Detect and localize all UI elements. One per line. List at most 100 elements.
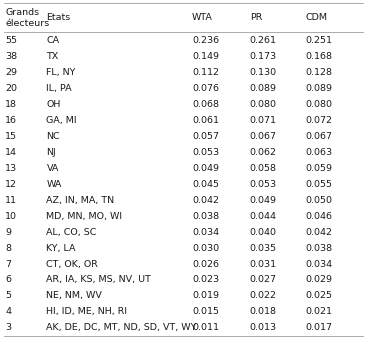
Text: CA: CA xyxy=(47,36,59,45)
Text: GA, MI: GA, MI xyxy=(47,116,77,125)
Text: AZ, IN, MA, TN: AZ, IN, MA, TN xyxy=(47,195,115,205)
Text: 0.080: 0.080 xyxy=(305,100,333,109)
Text: IL, PA: IL, PA xyxy=(47,84,72,93)
Text: 0.076: 0.076 xyxy=(192,84,219,93)
Text: NC: NC xyxy=(47,132,60,141)
Text: VA: VA xyxy=(47,164,59,173)
Text: 0.053: 0.053 xyxy=(192,148,219,157)
Text: 0.080: 0.080 xyxy=(250,100,277,109)
Text: 0.089: 0.089 xyxy=(250,84,277,93)
Text: Grands
électeurs: Grands électeurs xyxy=(5,8,50,28)
Text: HI, ID, ME, NH, RI: HI, ID, ME, NH, RI xyxy=(47,307,128,317)
Text: 0.168: 0.168 xyxy=(305,52,333,61)
Text: 15: 15 xyxy=(5,132,17,141)
Text: 0.026: 0.026 xyxy=(192,259,219,269)
Text: 0.013: 0.013 xyxy=(250,323,277,333)
Text: 0.067: 0.067 xyxy=(250,132,277,141)
Text: 0.040: 0.040 xyxy=(250,227,277,237)
Text: CDM: CDM xyxy=(305,13,327,22)
Text: 0.031: 0.031 xyxy=(250,259,277,269)
Text: 0.050: 0.050 xyxy=(305,195,333,205)
Text: 0.038: 0.038 xyxy=(192,211,219,221)
Text: AL, CO, SC: AL, CO, SC xyxy=(47,227,97,237)
Text: 0.057: 0.057 xyxy=(192,132,219,141)
Text: 12: 12 xyxy=(5,180,17,189)
Text: 0.015: 0.015 xyxy=(192,307,219,317)
Text: 3: 3 xyxy=(5,323,11,333)
Text: 0.062: 0.062 xyxy=(250,148,277,157)
Text: 6: 6 xyxy=(5,275,11,285)
Text: 0.049: 0.049 xyxy=(250,195,277,205)
Text: 0.068: 0.068 xyxy=(192,100,219,109)
Text: 13: 13 xyxy=(5,164,17,173)
Text: 0.130: 0.130 xyxy=(250,68,277,77)
Text: 18: 18 xyxy=(5,100,17,109)
Text: NE, NM, WV: NE, NM, WV xyxy=(47,291,102,301)
Text: 0.128: 0.128 xyxy=(305,68,333,77)
Text: 7: 7 xyxy=(5,259,11,269)
Text: 0.025: 0.025 xyxy=(305,291,333,301)
Text: 0.058: 0.058 xyxy=(250,164,277,173)
Text: 9: 9 xyxy=(5,227,11,237)
Text: 0.045: 0.045 xyxy=(192,180,219,189)
Text: 0.022: 0.022 xyxy=(250,291,277,301)
Text: 0.089: 0.089 xyxy=(305,84,333,93)
Text: FL, NY: FL, NY xyxy=(47,68,76,77)
Text: 0.011: 0.011 xyxy=(192,323,219,333)
Text: KY, LA: KY, LA xyxy=(47,243,76,253)
Text: 0.049: 0.049 xyxy=(192,164,219,173)
Text: NJ: NJ xyxy=(47,148,56,157)
Text: 0.023: 0.023 xyxy=(192,275,219,285)
Text: 38: 38 xyxy=(5,52,17,61)
Text: 55: 55 xyxy=(5,36,17,45)
Text: 0.055: 0.055 xyxy=(305,180,333,189)
Text: TX: TX xyxy=(47,52,59,61)
Text: 0.061: 0.061 xyxy=(192,116,219,125)
Text: 0.149: 0.149 xyxy=(192,52,219,61)
Text: 0.042: 0.042 xyxy=(305,227,333,237)
Text: 0.261: 0.261 xyxy=(250,36,277,45)
Text: 0.038: 0.038 xyxy=(305,243,333,253)
Text: 11: 11 xyxy=(5,195,17,205)
Text: 0.067: 0.067 xyxy=(305,132,333,141)
Text: 0.063: 0.063 xyxy=(305,148,333,157)
Text: 0.035: 0.035 xyxy=(250,243,277,253)
Text: 0.173: 0.173 xyxy=(250,52,277,61)
Text: 0.018: 0.018 xyxy=(250,307,277,317)
Text: 14: 14 xyxy=(5,148,17,157)
Text: MD, MN, MO, WI: MD, MN, MO, WI xyxy=(47,211,123,221)
Text: 0.053: 0.053 xyxy=(250,180,277,189)
Text: 0.027: 0.027 xyxy=(250,275,277,285)
Text: 4: 4 xyxy=(5,307,11,317)
Text: 0.017: 0.017 xyxy=(305,323,333,333)
Text: WTA: WTA xyxy=(192,13,213,22)
Text: 5: 5 xyxy=(5,291,11,301)
Text: 29: 29 xyxy=(5,68,17,77)
Text: 0.034: 0.034 xyxy=(192,227,219,237)
Text: 0.251: 0.251 xyxy=(305,36,333,45)
Text: 0.046: 0.046 xyxy=(305,211,333,221)
Text: 0.112: 0.112 xyxy=(192,68,219,77)
Text: OH: OH xyxy=(47,100,61,109)
Text: AR, IA, KS, MS, NV, UT: AR, IA, KS, MS, NV, UT xyxy=(47,275,151,285)
Text: 0.236: 0.236 xyxy=(192,36,219,45)
Text: 0.072: 0.072 xyxy=(305,116,333,125)
Text: 8: 8 xyxy=(5,243,11,253)
Text: 0.019: 0.019 xyxy=(192,291,219,301)
Text: WA: WA xyxy=(47,180,62,189)
Text: CT, OK, OR: CT, OK, OR xyxy=(47,259,98,269)
Text: AK, DE, DC, MT, ND, SD, VT, WY: AK, DE, DC, MT, ND, SD, VT, WY xyxy=(47,323,197,333)
Text: 16: 16 xyxy=(5,116,17,125)
Text: 10: 10 xyxy=(5,211,17,221)
Text: Etats: Etats xyxy=(47,13,71,22)
Text: 0.030: 0.030 xyxy=(192,243,219,253)
Text: 0.029: 0.029 xyxy=(305,275,333,285)
Text: 0.044: 0.044 xyxy=(250,211,277,221)
Text: 0.059: 0.059 xyxy=(305,164,333,173)
Text: 0.071: 0.071 xyxy=(250,116,277,125)
Text: 20: 20 xyxy=(5,84,17,93)
Text: 0.034: 0.034 xyxy=(305,259,333,269)
Text: 0.042: 0.042 xyxy=(192,195,219,205)
Text: PR: PR xyxy=(250,13,262,22)
Text: 0.021: 0.021 xyxy=(305,307,333,317)
